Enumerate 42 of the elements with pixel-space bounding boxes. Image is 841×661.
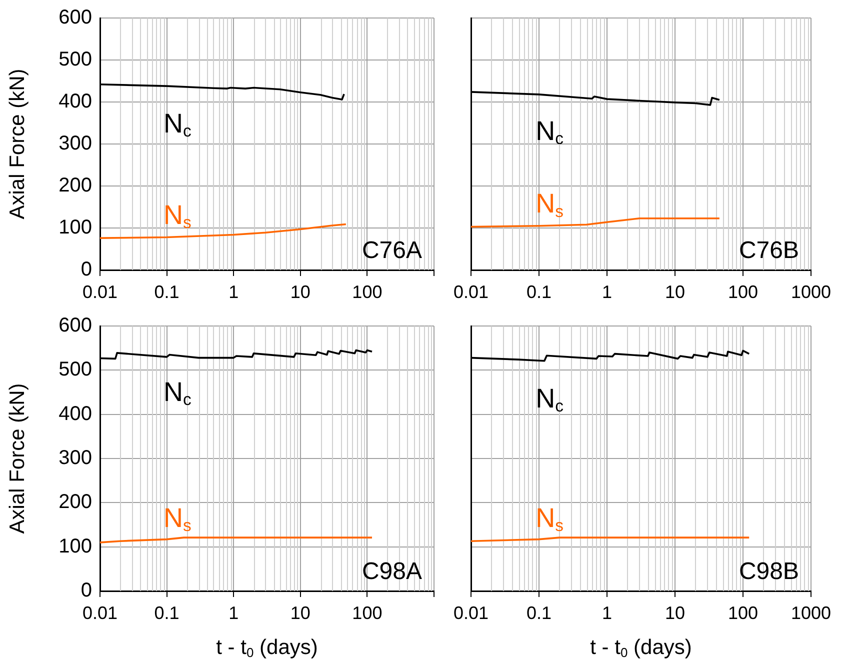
x-tick-label: 100 xyxy=(352,282,382,302)
x-tick-label: 100 xyxy=(352,602,382,623)
y-tick-label: 0 xyxy=(80,580,92,602)
y-tick-label: 200 xyxy=(58,174,92,197)
x-tick-label: 0.01 xyxy=(82,282,118,302)
y-axis-title: Axial Force (kN) xyxy=(6,383,29,534)
y-axis-title: Axial Force (kN) xyxy=(6,68,29,220)
x-tick-label: 1 xyxy=(228,282,239,302)
x-tick-label: 1 xyxy=(602,602,612,623)
x-tick-label: 10 xyxy=(664,602,686,623)
y-tick-label: 600 xyxy=(58,6,92,29)
x-tick-label: 0.1 xyxy=(154,602,180,623)
x-tick-label: 100 xyxy=(728,602,758,623)
x-tick-label: 10 xyxy=(664,282,686,302)
y-tick-label: 500 xyxy=(58,358,92,381)
x-tick-label: 1000 xyxy=(790,282,832,302)
annotation: C76A xyxy=(362,237,422,264)
x-tick-label: 0.1 xyxy=(154,282,180,302)
y-tick-label: 0 xyxy=(80,258,92,281)
y-tick-label: 600 xyxy=(58,314,92,337)
y-tick-label: 100 xyxy=(58,535,92,558)
x-tick-label: 10 xyxy=(290,602,310,623)
x-tick-label: 0.1 xyxy=(526,602,552,623)
annotation: C76B xyxy=(738,237,800,264)
x-tick-label: 0.01 xyxy=(82,602,118,623)
annotation: C98B xyxy=(738,558,800,585)
y-tick-label: 400 xyxy=(58,90,92,113)
x-tick-label: 10 xyxy=(290,282,310,302)
y-tick-label: 100 xyxy=(58,216,92,239)
annotation: C98A xyxy=(362,558,422,585)
y-tick-label: 200 xyxy=(58,491,92,514)
x-tick-label: 100 xyxy=(728,282,758,302)
x-tick-label: 1 xyxy=(228,602,239,623)
x-tick-label: 0.01 xyxy=(453,282,489,302)
x-tick-label: 0.1 xyxy=(526,282,552,302)
x-tick-label: 1 xyxy=(602,282,612,302)
y-tick-label: 300 xyxy=(58,132,92,155)
x-tick-label: 0.01 xyxy=(453,602,489,623)
x-tick-label: 1000 xyxy=(790,602,832,623)
y-tick-label: 400 xyxy=(58,402,92,425)
y-tick-label: 500 xyxy=(58,48,92,71)
y-tick-label: 300 xyxy=(58,447,92,470)
